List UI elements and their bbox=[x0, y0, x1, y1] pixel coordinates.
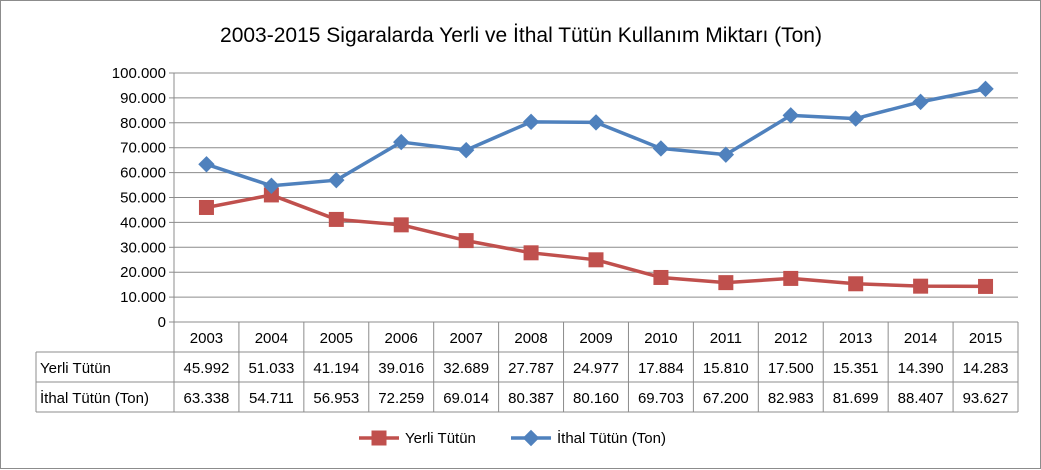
data-table-value: 17.884 bbox=[638, 360, 684, 377]
data-table-value: 51.033 bbox=[248, 360, 294, 377]
data-table-value: 27.787 bbox=[508, 360, 554, 377]
data-table-value: 56.953 bbox=[313, 390, 359, 407]
y-tick-label: 40.000 bbox=[120, 214, 166, 231]
series-line bbox=[205, 87, 986, 188]
data-point bbox=[587, 114, 605, 131]
x-category-label: 2015 bbox=[969, 330, 1002, 347]
x-category-label: 2003 bbox=[190, 330, 223, 347]
y-tick-label: 80.000 bbox=[120, 115, 166, 132]
data-table-value: 45.992 bbox=[184, 360, 230, 377]
data-point bbox=[328, 211, 344, 227]
data-table-value: 32.689 bbox=[443, 360, 489, 377]
data-point bbox=[588, 252, 604, 268]
data-table-value: 81.699 bbox=[833, 390, 879, 407]
data-table-value: 14.283 bbox=[963, 360, 1009, 377]
data-table-value: 72.259 bbox=[378, 390, 424, 407]
legend: Yerli Tütün İthal Tütün (Ton) bbox=[359, 429, 666, 447]
data-table: 2003 2004 2005 2006 2007 2008 2009 2010 2011 2012… bbox=[35, 321, 1019, 413]
data-point bbox=[198, 156, 215, 173]
x-category-label: 2004 bbox=[255, 330, 288, 347]
y-tick-label: 10.000 bbox=[120, 289, 166, 306]
data-point bbox=[328, 171, 345, 189]
y-tick-label: 0 bbox=[158, 314, 166, 331]
data-point bbox=[978, 278, 994, 294]
legend-marker bbox=[371, 430, 387, 446]
legend-marker bbox=[522, 429, 540, 447]
chart-title: 2003-2015 Sigaralarda Yerli ve İthal Tüt… bbox=[220, 24, 822, 47]
y-tick-label: 70.000 bbox=[120, 140, 166, 157]
data-point bbox=[652, 140, 670, 157]
data-table-value: 88.407 bbox=[898, 390, 944, 407]
x-category-label: 2014 bbox=[904, 330, 937, 347]
x-category-label: 2007 bbox=[449, 330, 482, 347]
data-point bbox=[458, 233, 474, 249]
x-category-label: 2013 bbox=[839, 330, 872, 347]
data-table-value: 54.711 bbox=[249, 390, 294, 407]
data-point bbox=[523, 245, 539, 261]
legend-label: Yerli Tütün bbox=[405, 430, 476, 447]
data-point bbox=[977, 80, 994, 98]
data-point bbox=[717, 146, 735, 163]
data-point bbox=[912, 93, 929, 111]
x-category-label: 2011 bbox=[710, 330, 742, 347]
legend-item: Yerli Tütün bbox=[359, 430, 476, 447]
data-table-value: 93.627 bbox=[963, 390, 1009, 407]
series-ithal bbox=[198, 80, 994, 194]
y-axis: 0 10.000 20.000 30.000 40.000 50.000 60.000 70.… bbox=[112, 65, 175, 331]
data-point bbox=[653, 269, 669, 285]
data-point bbox=[848, 276, 864, 292]
data-table-value: 69.014 bbox=[443, 390, 489, 407]
legend-item: İthal Tütün (Ton) bbox=[511, 429, 666, 447]
data-table-value: 17.500 bbox=[768, 360, 814, 377]
grid-layer bbox=[174, 72, 1018, 298]
y-tick-label: 100.000 bbox=[112, 65, 166, 82]
data-point bbox=[522, 113, 540, 131]
y-tick-label: 50.000 bbox=[120, 190, 166, 207]
data-table-value: 41.194 bbox=[313, 360, 359, 377]
data-table-value: 39.016 bbox=[378, 360, 424, 377]
data-table-value: 15.351 bbox=[833, 360, 879, 377]
y-tick-label: 30.000 bbox=[120, 239, 166, 256]
table-series-label: İthal Tütün (Ton) bbox=[40, 389, 149, 407]
data-point bbox=[913, 278, 929, 294]
x-category-label: 2012 bbox=[774, 330, 807, 347]
table-series-label: Yerli Tütün bbox=[40, 360, 111, 377]
data-table-value: 82.983 bbox=[768, 390, 814, 407]
data-point bbox=[263, 177, 280, 194]
data-table-value: 69.703 bbox=[638, 390, 684, 407]
series-layer bbox=[198, 80, 994, 294]
y-tick-label: 20.000 bbox=[120, 264, 166, 281]
series-yerli bbox=[198, 187, 994, 294]
data-point bbox=[783, 270, 799, 286]
data-table-value: 15.810 bbox=[703, 360, 749, 377]
data-table-value: 80.387 bbox=[508, 390, 554, 407]
data-point bbox=[782, 107, 799, 124]
data-table-value: 67.200 bbox=[703, 390, 749, 407]
y-tick-label: 90.000 bbox=[120, 90, 166, 107]
data-point bbox=[718, 275, 734, 291]
data-table-value: 14.390 bbox=[898, 360, 944, 377]
data-point bbox=[393, 133, 410, 151]
x-category-label: 2006 bbox=[385, 330, 418, 347]
x-category-label: 2008 bbox=[514, 330, 547, 347]
data-point bbox=[198, 199, 214, 215]
x-category-label: 2009 bbox=[579, 330, 612, 347]
data-point bbox=[457, 141, 475, 159]
data-point bbox=[393, 217, 409, 233]
data-table-value: 63.338 bbox=[184, 390, 230, 407]
series-line bbox=[206, 193, 986, 289]
data-table-value: 80.160 bbox=[573, 390, 619, 407]
x-category-label: 2005 bbox=[320, 330, 353, 347]
data-table-value: 24.977 bbox=[573, 360, 619, 377]
legend-label: İthal Tütün (Ton) bbox=[557, 429, 666, 447]
data-point bbox=[847, 110, 864, 127]
x-category-label: 2010 bbox=[644, 330, 677, 347]
y-tick-label: 60.000 bbox=[120, 165, 166, 182]
